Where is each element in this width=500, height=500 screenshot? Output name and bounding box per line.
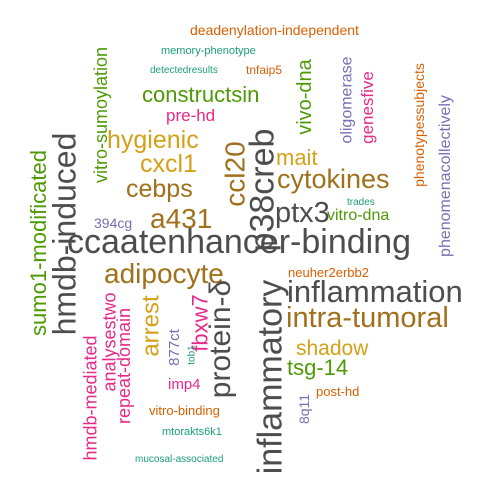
word-ccl20: ccl20: [219, 141, 251, 207]
word-cytokines: cytokines: [277, 164, 390, 194]
word-phenomenacollectively: phenomenacollectively: [436, 95, 454, 257]
word-8q11: 8q11: [296, 393, 313, 425]
word-hmdb-mediated: hmdb-mediated: [80, 335, 101, 461]
word-phenotypessubjects: phenotypessubjects: [410, 63, 427, 187]
word-sumo1-modificated: sumo1-modificated: [25, 150, 51, 336]
word-deadenylation-independent: deadenylation-independent: [190, 22, 359, 38]
word-tsg-14: tsg-14: [287, 355, 349, 380]
word-a431: a431: [150, 203, 213, 234]
word-post-hd: post-hd: [316, 384, 360, 399]
word-vivo-dna: vivo-dna: [293, 59, 316, 135]
word-hmdb-induced: hmdb-induced: [46, 132, 83, 336]
word-vitro-binding: vitro-binding: [149, 403, 220, 418]
word-inflammation: inflammation: [287, 274, 463, 309]
word-trades: trades: [347, 197, 375, 208]
word-arrest: arrest: [137, 295, 165, 357]
word-neuher2erbb2: neuher2erbb2: [288, 265, 369, 280]
word-mtorakts6k1: mtorakts6k1: [162, 426, 222, 438]
word-cebps: cebps: [126, 175, 193, 203]
word-vitro-sumoylation: vitro-sumoylation: [91, 46, 112, 184]
word-ccaatenhancer-binding: ccaatenhancer-binding: [67, 223, 412, 261]
word-genesfive: genesfive: [357, 71, 377, 144]
word-shadow: shadow: [296, 337, 369, 360]
word-imp4: imp4: [168, 376, 201, 393]
word-oligomerase: oligomerase: [338, 56, 356, 144]
word-adipocyte: adipocyte: [104, 258, 224, 289]
word-intra-tumoral: intra-tumoral: [286, 302, 449, 334]
word-repeat-domain: repeat-domain: [114, 307, 135, 425]
word-fbxw7: fbxw7: [187, 294, 213, 352]
word-394cg: 394cg: [94, 215, 133, 231]
word-hygienic: hygienic: [107, 126, 199, 154]
word-vitro-dna: vitro-dna: [327, 207, 390, 224]
word-detectedresults: detectedresults: [150, 65, 218, 76]
word-constructsin: constructsin: [142, 82, 260, 107]
word-mait: mait: [276, 145, 318, 170]
word-ptx3: ptx3: [275, 197, 330, 229]
word-inflammatory: inflammatory: [251, 279, 290, 475]
word-tob1: tob1: [186, 345, 198, 365]
word-pre-hd: pre-hd: [166, 106, 216, 125]
word-cxcl1: cxcl1: [140, 150, 197, 178]
word-memory-phenotype: memory-phenotype: [161, 45, 256, 57]
word-tnfaip5: tnfaip5: [246, 63, 283, 77]
word-mucosal-associated: mucosal-associated: [135, 454, 224, 465]
word-877ct: 877ct: [165, 329, 183, 366]
